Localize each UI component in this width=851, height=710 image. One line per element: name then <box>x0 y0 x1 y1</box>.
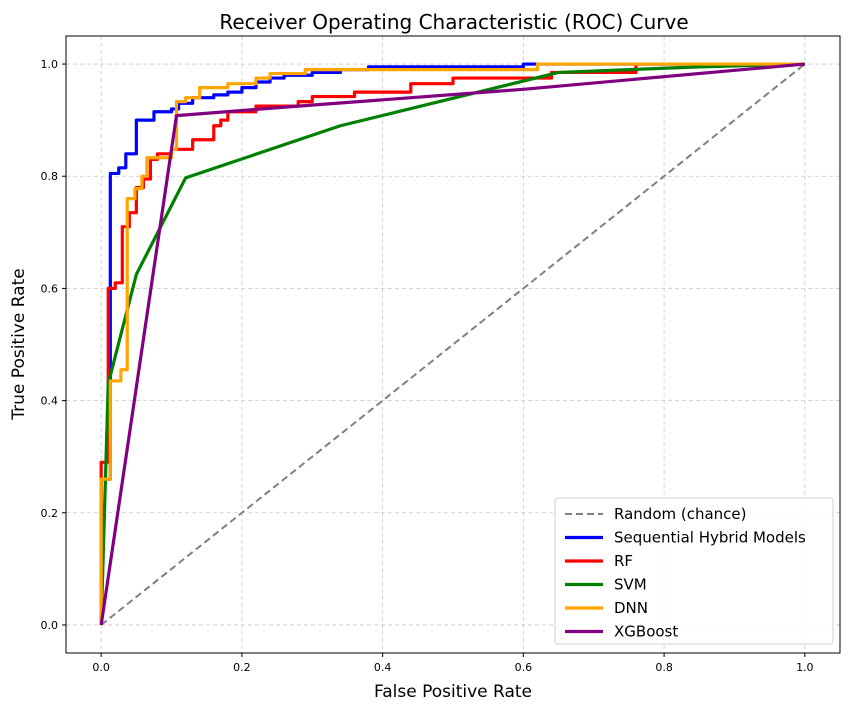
chart-title: Receiver Operating Characteristic (ROC) … <box>219 10 688 34</box>
legend-label: XGBoost <box>614 623 678 641</box>
plot-frame <box>65 35 841 654</box>
y-tick-label: 1.0 <box>41 58 59 71</box>
series-line-dnn <box>99 62 805 625</box>
y-tick-label: 0.6 <box>41 282 59 295</box>
x-tick-label: 1.0 <box>796 661 814 674</box>
ticks: 0.0 0.2 0.4 0.6 0.8 1.0 0.0 0.2 0.4 0.6 0.8 1.0 <box>41 58 814 674</box>
legend-label: RF <box>614 552 633 570</box>
x-axis-label: False Positive Rate <box>374 682 532 702</box>
y-tick-label: 0.4 <box>41 395 59 408</box>
x-tick-label: 0.6 <box>515 661 533 674</box>
legend-box <box>554 497 834 645</box>
legend: Random (chance) Sequential Hybrid Models R… <box>554 497 834 645</box>
series-line-rf <box>99 62 805 625</box>
legend-label: Sequential Hybrid Models <box>614 529 806 547</box>
y-tick-label: 0.8 <box>41 170 59 183</box>
x-tick-label: 0.8 <box>655 661 673 674</box>
legend-label: Random (chance) <box>614 505 747 523</box>
series-layer <box>99 62 806 626</box>
legend-label: SVM <box>614 576 647 594</box>
x-tick-label: 0.4 <box>374 661 392 674</box>
series-line-xgboost <box>99 62 805 626</box>
series-line-sequential-hybrid-models <box>99 62 805 625</box>
legend-label: DNN <box>614 599 648 617</box>
y-tick-label: 0.0 <box>41 619 59 632</box>
x-tick-label: 0.0 <box>92 661 110 674</box>
y-axis-label: True Positive Rate <box>9 268 29 420</box>
series-line-random-chance <box>100 63 806 626</box>
y-tick-label: 0.2 <box>41 507 59 520</box>
series-line-svm <box>99 62 805 625</box>
x-tick-label: 0.2 <box>233 661 251 674</box>
